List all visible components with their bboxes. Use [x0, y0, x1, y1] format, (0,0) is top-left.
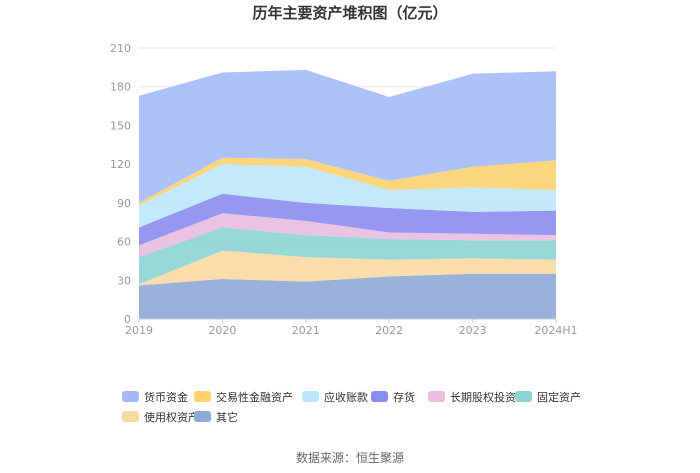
area-series-4 [139, 193, 556, 246]
y-tick-label: 90 [117, 197, 131, 210]
x-tick-label: 2022 [375, 324, 403, 337]
legend-item[interactable]: 使用权资产 [122, 410, 199, 424]
legend-item[interactable]: 交易性金融资产 [194, 390, 293, 404]
legend-item[interactable]: 其它 [194, 410, 238, 424]
y-tick-label: 150 [110, 119, 131, 132]
area-series-5 [139, 164, 556, 228]
x-axis: 2019 2020 2021 2022 2023 2024H1 [125, 318, 578, 337]
legend-label: 固定资产 [537, 390, 581, 404]
legend-swatch [122, 391, 139, 402]
area-series-6 [139, 157, 556, 206]
legend-label: 其它 [216, 410, 238, 424]
legend-item[interactable]: 长期股权投资 [428, 390, 516, 404]
legend-swatch [371, 391, 388, 402]
legend-item[interactable]: 应收账款 [302, 390, 368, 404]
area-series-group [139, 69, 556, 319]
legend-label: 长期股权投资 [450, 390, 516, 404]
source-note: 数据来源：恒生聚源 [296, 450, 404, 465]
x-tick-label: 2024H1 [534, 324, 577, 337]
y-tick-label: 120 [110, 158, 131, 171]
legend-item[interactable]: 固定资产 [515, 390, 581, 404]
legend-swatch [428, 391, 445, 402]
area-series-3 [139, 213, 556, 258]
area-series-0 [139, 273, 556, 319]
y-tick-label: 60 [117, 236, 131, 249]
y-axis: 0 30 60 90 120 150 180 210 [110, 42, 131, 326]
chart-title: 历年主要资产堆积图（亿元） [252, 4, 447, 22]
legend-item[interactable]: 存货 [371, 390, 415, 404]
legend-label: 货币资金 [144, 390, 188, 404]
x-tick-label: 2023 [459, 324, 487, 337]
y-tick-label: 210 [110, 42, 131, 55]
legend-swatch [302, 391, 319, 402]
area-series-7 [139, 69, 556, 203]
legend-swatch [194, 411, 211, 422]
legend-swatch [194, 391, 211, 402]
legend-swatch [122, 411, 139, 422]
legend-label: 应收账款 [324, 390, 368, 404]
area-series-2 [139, 227, 556, 285]
legend-item[interactable]: 货币资金 [122, 390, 188, 404]
y-tick-label: 30 [117, 274, 131, 287]
legend-label: 使用权资产 [144, 410, 199, 424]
x-tick-label: 2020 [208, 324, 236, 337]
area-series-1 [139, 250, 556, 286]
legend-label: 交易性金融资产 [216, 390, 293, 404]
x-tick-label: 2021 [292, 324, 320, 337]
y-tick-label: 0 [124, 313, 131, 326]
legend-swatch [515, 391, 532, 402]
y-tick-label: 180 [110, 81, 131, 94]
legend-label: 存货 [393, 390, 415, 404]
x-tick-label: 2019 [125, 324, 153, 337]
